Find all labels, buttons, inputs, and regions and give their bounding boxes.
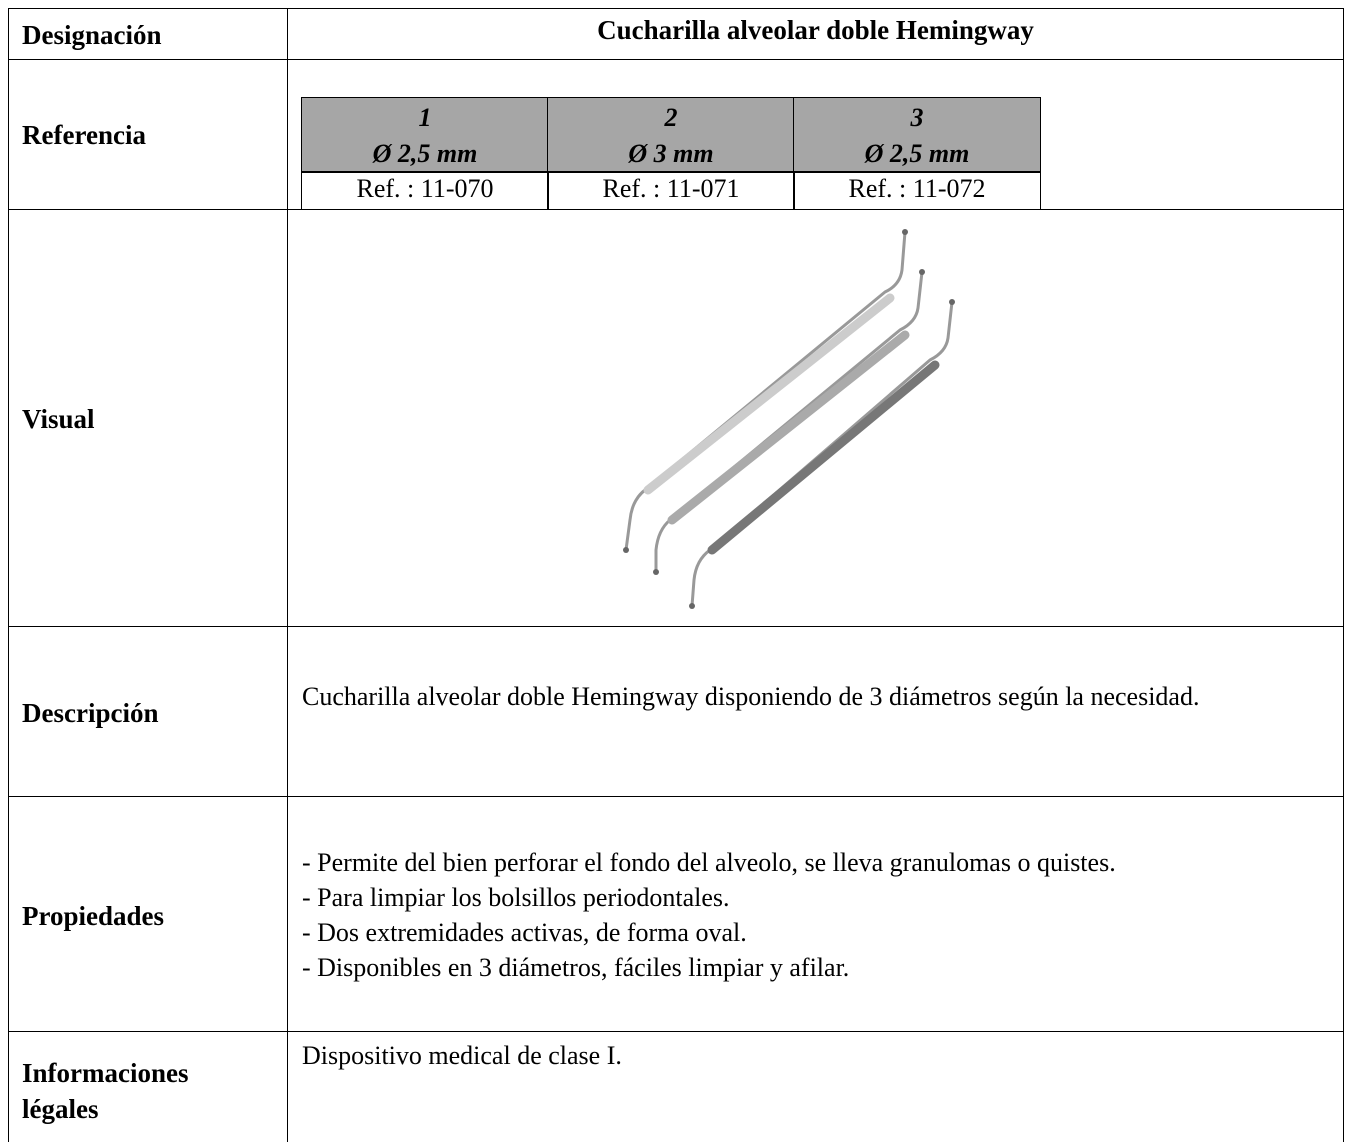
ref-number: 3 — [910, 103, 924, 132]
row-label: Visual — [22, 404, 95, 434]
ref-number: 1 — [418, 103, 432, 132]
row-divider — [8, 626, 1344, 627]
property: - Para limpiar los bolsillos periodontal… — [302, 883, 730, 912]
instrument — [624, 230, 954, 608]
ref-header: 2 Ø 3 mm — [547, 97, 795, 173]
row-label: Propiedades — [22, 901, 165, 931]
row-divider — [8, 59, 1344, 60]
legal-info: Dispositivo medical de clase I. — [302, 1041, 622, 1070]
ref-diameter: Ø 2,5 mm — [864, 139, 970, 168]
row-divider — [8, 796, 1344, 797]
ref-number: 2 — [664, 103, 678, 132]
row-label: Descripción — [22, 698, 159, 728]
row-divider — [8, 1031, 1344, 1032]
ref-code: Ref. : 11-070 — [301, 171, 549, 210]
property: - Dos extremidades activas, de forma ova… — [302, 918, 747, 947]
designation: Cucharilla alveolar doble Hemingway — [597, 15, 1034, 45]
row-label: Referencia — [22, 120, 146, 150]
label-column — [8, 8, 288, 1142]
property: - Permite del bien perforar el fondo del… — [302, 848, 1116, 877]
ref-diameter: Ø 2,5 mm — [372, 139, 478, 168]
row-label: Informaciones légales — [22, 1058, 189, 1124]
description: Cucharilla alveolar doble Hemingway disp… — [302, 682, 1200, 711]
row-label: Designación — [22, 20, 162, 50]
instrument-image — [623, 229, 955, 609]
ref-header: 3 Ø 2,5 mm — [793, 97, 1041, 173]
property: - Disponibles en 3 diámetros, fáciles li… — [302, 953, 850, 982]
properties: - Permite del bien perforar el fondo del… — [302, 845, 1332, 985]
ref-code: Ref. : 11-072 — [793, 171, 1041, 210]
ref-diameter: Ø 3 mm — [628, 139, 714, 168]
ref-header: 1 Ø 2,5 mm — [301, 97, 549, 173]
ref-code: Ref. : 11-071 — [547, 171, 795, 210]
